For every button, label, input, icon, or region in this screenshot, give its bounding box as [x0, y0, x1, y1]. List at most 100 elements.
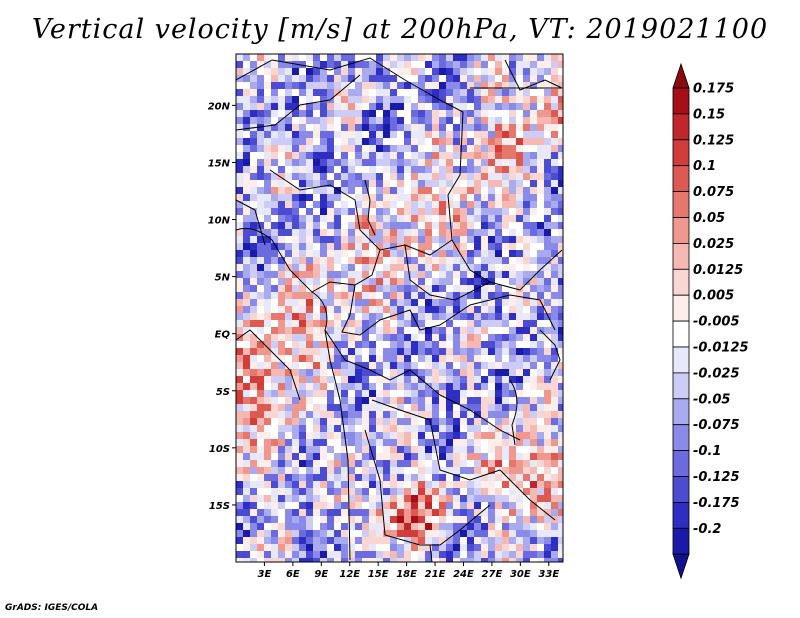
field-cell [460, 201, 468, 209]
field-cell [327, 502, 335, 510]
field-cell [467, 152, 475, 160]
field-cell [551, 236, 559, 244]
field-cell [362, 558, 370, 562]
field-cell [453, 474, 461, 482]
field-cell [460, 509, 468, 517]
field-cell [285, 488, 293, 496]
field-cell [285, 355, 293, 363]
field-cell [299, 103, 307, 111]
field-cell [446, 390, 454, 398]
field-cell [446, 82, 454, 90]
field-cell [341, 341, 349, 349]
field-cell [425, 180, 433, 188]
field-cell [523, 376, 531, 384]
field-cell [439, 341, 447, 349]
field-cell [509, 222, 517, 230]
field-cell [418, 145, 426, 153]
field-cell [278, 334, 286, 342]
field-cell [481, 376, 489, 384]
field-cell [264, 292, 272, 300]
field-cell [411, 313, 419, 321]
field-cell [502, 432, 510, 440]
field-cell [257, 264, 265, 272]
field-cell [502, 516, 510, 524]
field-cell [467, 257, 475, 265]
field-cell [474, 390, 482, 398]
field-cell [439, 292, 447, 300]
field-cell [334, 103, 342, 111]
field-cell [250, 138, 258, 146]
field-cell [474, 397, 482, 405]
field-cell [362, 355, 370, 363]
field-cell [376, 285, 384, 293]
field-cell [453, 411, 461, 419]
field-cell [250, 215, 258, 223]
field-cell [418, 166, 426, 174]
field-cell [264, 75, 272, 83]
field-cell [355, 180, 363, 188]
field-cell [474, 250, 482, 258]
field-cell [544, 180, 552, 188]
field-cell [558, 334, 563, 342]
field-cell [474, 530, 482, 538]
field-cell [551, 299, 559, 307]
field-cell [488, 117, 496, 125]
field-cell [264, 271, 272, 279]
field-cell [502, 180, 510, 188]
field-cell [278, 460, 286, 468]
field-cell [411, 551, 419, 559]
field-cell [292, 348, 300, 356]
field-cell [362, 474, 370, 482]
field-cell [530, 194, 538, 202]
lat-tick-label: 20N [208, 101, 231, 112]
field-cell [348, 362, 356, 370]
field-cell [516, 278, 524, 286]
field-cell [411, 446, 419, 454]
field-cell [509, 474, 517, 482]
field-cell [320, 425, 328, 433]
field-cell [439, 446, 447, 454]
field-cell [537, 334, 545, 342]
field-cell [418, 460, 426, 468]
field-cell [299, 145, 307, 153]
field-cell [488, 180, 496, 188]
field-cell [523, 215, 531, 223]
field-cell [446, 453, 454, 461]
field-cell [313, 348, 321, 356]
field-cell [397, 201, 405, 209]
field-cell [390, 75, 398, 83]
field-cell [299, 411, 307, 419]
field-cell [467, 432, 475, 440]
field-cell [292, 537, 300, 545]
field-cell [257, 236, 265, 244]
field-cell [348, 404, 356, 412]
field-cell [292, 306, 300, 314]
field-cell [481, 250, 489, 258]
field-cell [425, 474, 433, 482]
field-cell [502, 376, 510, 384]
field-cell [439, 509, 447, 517]
field-cell [369, 110, 377, 118]
field-cell [460, 334, 468, 342]
field-cell [425, 467, 433, 475]
field-cell [481, 439, 489, 447]
field-cell [327, 537, 335, 545]
field-cell [334, 411, 342, 419]
field-cell [271, 285, 279, 293]
field-cell [418, 159, 426, 167]
field-cell [502, 145, 510, 153]
field-cell [334, 467, 342, 475]
field-cell [558, 110, 563, 118]
field-cell [348, 544, 356, 552]
field-cell [243, 355, 251, 363]
field-cell [313, 432, 321, 440]
colorbar-label: 0.005 [693, 289, 734, 304]
field-cell [369, 411, 377, 419]
field-cell [453, 320, 461, 328]
field-cell [495, 411, 503, 419]
field-cell [481, 460, 489, 468]
field-cell [313, 89, 321, 97]
field-cell [460, 124, 468, 132]
field-cell [530, 334, 538, 342]
field-cell [250, 474, 258, 482]
